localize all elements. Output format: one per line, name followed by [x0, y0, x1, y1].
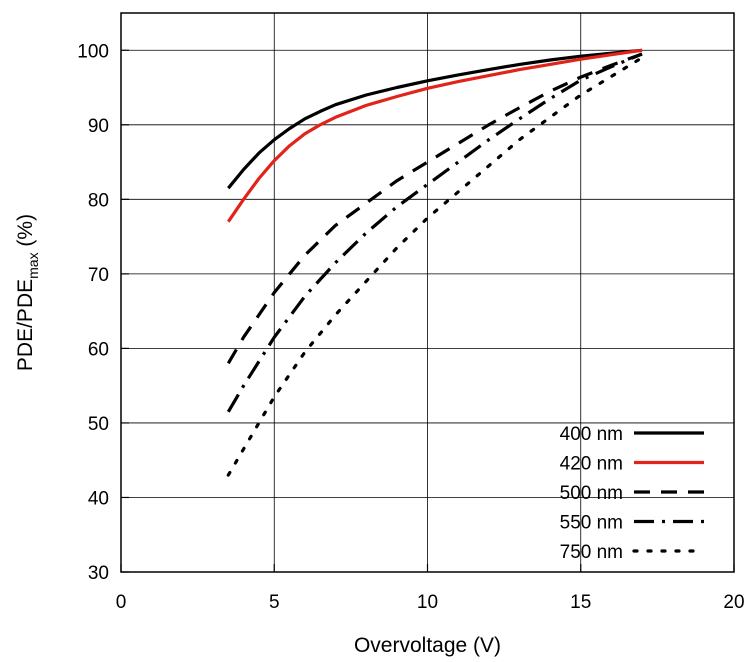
legend-label: 420 nm — [560, 454, 623, 475]
x-tick-label: 5 — [269, 592, 280, 613]
legend-label: 500 nm — [560, 483, 623, 504]
series-line-500-nm — [226, 52, 643, 365]
x-tick-label: 15 — [570, 592, 591, 613]
legend-label: 750 nm — [560, 542, 623, 563]
y-tick-label: 100 — [77, 41, 109, 62]
series-line-400-nm — [227, 48, 643, 190]
legend-label: 400 nm — [560, 424, 623, 445]
y-tick-label: 50 — [88, 414, 109, 435]
x-tick-label: 10 — [417, 592, 438, 613]
y-tick-label: 70 — [88, 265, 109, 286]
x-axis-title: Overvoltage (V) — [354, 634, 501, 657]
x-tick-label: 0 — [116, 592, 127, 613]
series-layer — [226, 48, 644, 477]
y-axis-title-suffix: (%) — [14, 214, 37, 253]
y-axis-title: PDE/PDEmax (%) — [14, 214, 41, 371]
grid-lines — [121, 13, 734, 572]
axis-ticks: 0 5 10 15 20 30 40 50 60 70 80 90 100 — [77, 41, 744, 613]
y-tick-label: 60 — [88, 339, 109, 360]
series-line-420-nm — [226, 48, 643, 223]
y-axis-title-sub: max — [25, 252, 41, 278]
series-line-750-nm — [226, 56, 644, 477]
legend-label: 550 nm — [560, 513, 623, 534]
y-tick-label: 30 — [88, 563, 109, 584]
y-axis-title-main: PDE/PDE — [14, 279, 37, 371]
y-tick-label: 40 — [88, 488, 109, 509]
y-tick-label: 90 — [88, 116, 109, 137]
x-tick-label: 20 — [723, 592, 744, 613]
y-tick-label: 80 — [88, 190, 109, 211]
legend: 400 nm 420 nm 500 nm 550 nm 750 nm — [560, 424, 706, 563]
series-line-550-nm — [226, 52, 643, 413]
